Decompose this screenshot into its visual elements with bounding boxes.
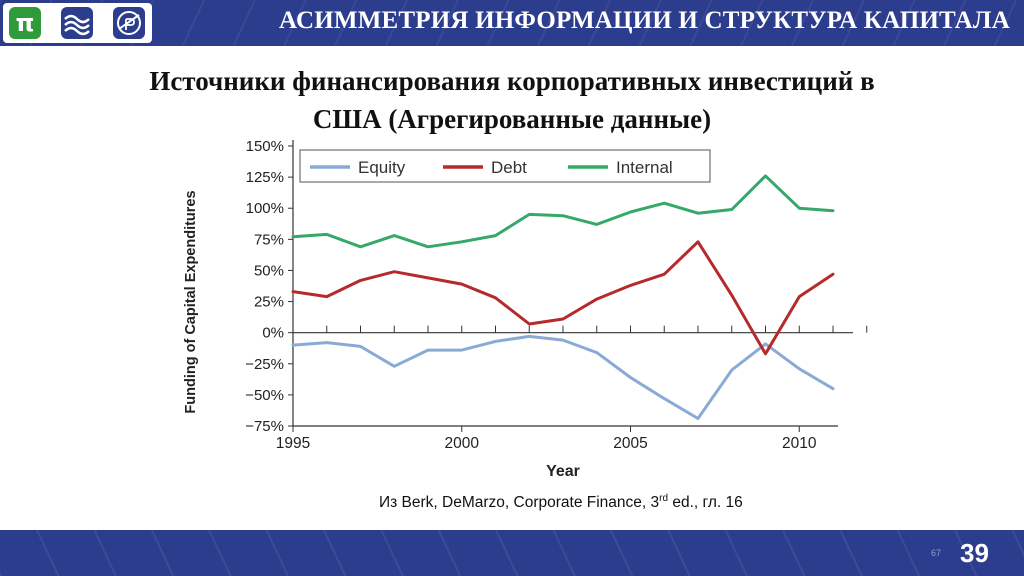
x-tick-label: 2010: [782, 435, 817, 452]
series-line-equity: [291, 334, 835, 420]
x-tick-label: 2005: [613, 435, 647, 452]
line-chart: −75% −50% −25% 0% 25% 50% 75% 100% 125% 150% 1995 2…: [183, 138, 868, 480]
header-title: АСИММЕТРИЯ ИНФОРМАЦИИ И СТРУКТУРА КАПИТА…: [279, 7, 1010, 34]
x-axis-title: Year: [546, 463, 580, 480]
y-tick-label: 75%: [254, 231, 284, 248]
x-tick-label: 1995: [276, 435, 310, 452]
slide-number: 39: [960, 538, 989, 568]
footer-bar: [0, 530, 1024, 576]
source-superscript: rd: [659, 493, 669, 504]
legend-label-equity: Equity: [358, 158, 406, 177]
chart-axes: −75% −50% −25% 0% 25% 50% 75% 100% 125% 150% 1995 2…: [245, 138, 868, 452]
logo-pi-icon: π: [9, 7, 41, 39]
source-text-end: ed., гл. 16: [668, 494, 743, 512]
small-page-number: 67: [931, 548, 942, 558]
logo: π: [3, 3, 152, 43]
y-axis-title: Funding of Capital Expenditures: [183, 190, 199, 413]
page-title-line-1: Источники финансирования корпоративных и…: [149, 66, 875, 96]
y-tick-label: −50%: [245, 387, 284, 404]
legend-box: [299, 149, 711, 183]
series-line-internal: [291, 174, 835, 249]
chart-series-lines: [291, 174, 835, 420]
page-title: Источники финансирования корпоративных и…: [0, 62, 1024, 138]
chart-legend: Equity Debt Internal: [299, 149, 711, 183]
page-title-line-2: США (Агрегированные данные): [312, 104, 712, 134]
y-tick-label: 50%: [254, 262, 284, 279]
logo-ruble-icon: [113, 7, 145, 39]
y-tick-label: 150%: [246, 138, 284, 155]
y-tick-label: 100%: [246, 200, 284, 217]
y-tick-label: 125%: [246, 169, 284, 186]
series-line-debt: [291, 240, 835, 356]
y-tick-label: −75%: [245, 418, 284, 435]
source-text: Из Berk, DeMarzo, Corporate Finance, 3: [379, 494, 660, 512]
y-tick-label: 25%: [254, 294, 284, 311]
y-tick-label: 0%: [262, 325, 284, 342]
header-bar: π АСИММЕТРИЯ ИНФОРМАЦИИ И СТРУКТУРА КАПИ…: [0, 0, 1024, 46]
y-tick-label: −25%: [245, 356, 284, 373]
legend-label-internal: Internal: [616, 158, 673, 177]
x-tick-label: 2000: [445, 435, 480, 452]
legend-label-debt: Debt: [491, 158, 527, 177]
source-citation: Из Berk, DeMarzo, Corporate Finance, 3rd…: [379, 493, 743, 512]
logo-wave-icon: [61, 7, 93, 39]
